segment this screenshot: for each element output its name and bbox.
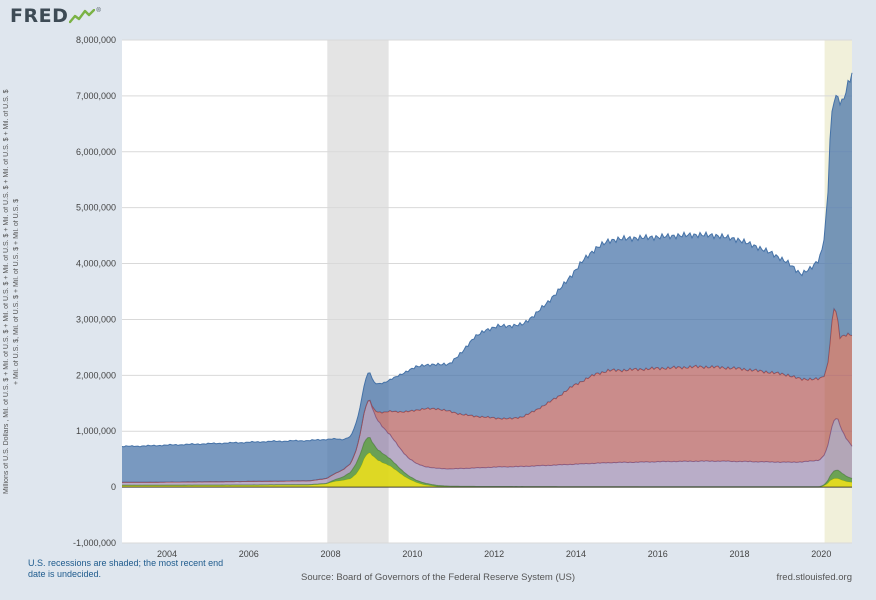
y-tick-label: 2,000,000 (76, 370, 116, 380)
y-tick-label: -1,000,000 (73, 538, 116, 548)
x-tick-label: 2016 (648, 549, 668, 559)
x-tick-label: 2004 (157, 549, 177, 559)
series-line-blue (121, 72, 853, 448)
fred-logo[interactable]: FRED ® (10, 6, 101, 26)
series-area-red[interactable] (122, 308, 852, 483)
x-tick-label: 2008 (321, 549, 341, 559)
fred-logo-sparkline-icon (69, 9, 96, 24)
y-tick-label: 8,000,000 (76, 35, 116, 45)
series-area-purple[interactable] (122, 400, 852, 487)
y-tick-label: 0 (111, 482, 116, 492)
x-tick-label: 2020 (811, 549, 831, 559)
registered-mark: ® (96, 8, 101, 14)
y-tick-label: 4,000,000 (76, 259, 116, 269)
x-tick-label: 2014 (566, 549, 586, 559)
x-tick-label: 2018 (730, 549, 750, 559)
fred-logo-text: FRED (10, 5, 69, 27)
y-tick-label: 6,000,000 (76, 147, 116, 157)
source-text: Source: Board of Governors of the Federa… (300, 572, 576, 583)
chart-canvas[interactable]: -1,000,000 0 1,000,000 2,000,000 3,000,000 4,… (0, 0, 876, 560)
series-area-blue[interactable] (122, 72, 852, 483)
y-tick-label: 1,000,000 (76, 426, 116, 436)
y-tick-label: 5,000,000 (76, 203, 116, 213)
recession-note: U.S. recessions are shaded; the most rec… (28, 558, 224, 579)
x-tick-label: 2010 (402, 549, 422, 559)
x-tick-label: 2006 (239, 549, 259, 559)
site-link[interactable]: fred.stlouisfed.org (776, 572, 852, 583)
y-tick-label: 7,000,000 (76, 91, 116, 101)
y-tick-label: 3,000,000 (76, 314, 116, 324)
x-tick-label: 2012 (484, 549, 504, 559)
